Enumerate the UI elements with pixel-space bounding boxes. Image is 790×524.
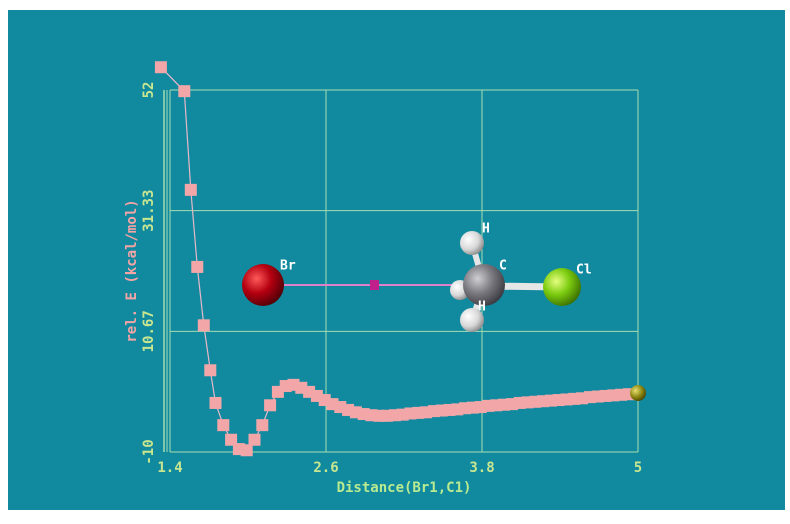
distance-midpoint [370,280,379,290]
atom-label: H [478,300,486,315]
point [217,419,229,431]
point [256,419,268,431]
point [264,399,276,411]
point [204,364,216,376]
atom-label: C [499,259,507,274]
y-tick-label: 31.33 [141,190,157,232]
x-tick-label: 5 [634,460,642,476]
y-axis-title: rel. E (kcal/mol) [124,199,140,342]
current-point [630,385,646,401]
point [191,261,203,273]
atom-label: Cl [576,263,592,278]
y-tick-label: -10 [141,439,157,464]
atom-h [460,231,484,255]
atom-br [242,264,284,306]
point [185,184,197,196]
point [241,444,253,456]
x-tick-label: 2.6 [313,460,338,476]
x-tick-label: 1.4 [157,460,182,476]
y-tick-label: 52 [141,82,157,99]
atom-label: Br [280,259,296,274]
point [155,61,167,73]
point [249,434,261,446]
atom-label: H [482,222,490,237]
x-axis-title: Distance(Br1,C1) [337,480,472,496]
point [178,85,190,97]
x-tick-label: 3.8 [469,460,494,476]
viewer: 1.4 2.6 3.8 5 -10 10.67 31.33 52 Br C Cl H H Di… [0,0,790,524]
y-tick-label: 10.67 [141,310,157,352]
point [210,397,222,409]
point [198,319,210,331]
